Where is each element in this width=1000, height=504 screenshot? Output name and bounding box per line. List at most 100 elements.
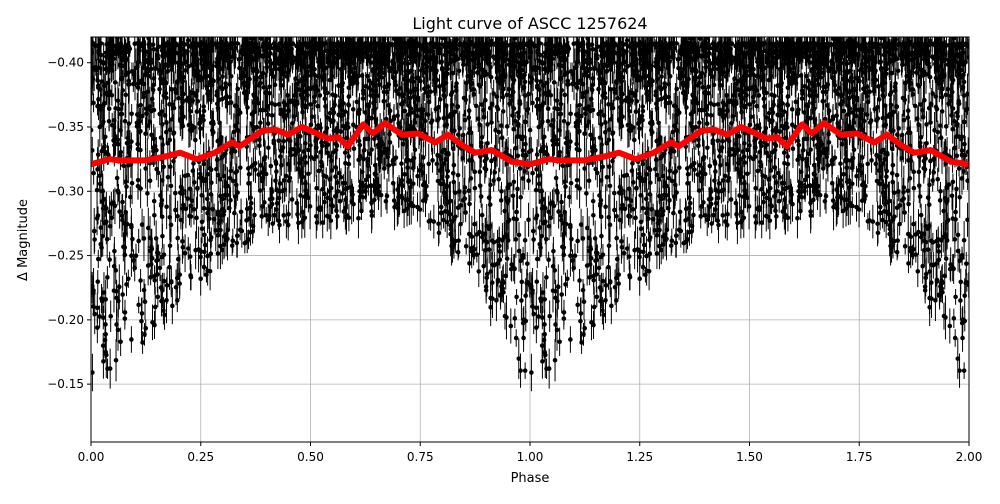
data-point	[759, 164, 764, 169]
data-point	[120, 292, 125, 297]
data-point	[540, 206, 545, 211]
data-point	[844, 165, 849, 170]
data-point	[100, 189, 105, 194]
data-point	[598, 203, 603, 208]
data-point	[175, 276, 180, 281]
data-point	[505, 124, 510, 129]
data-point	[637, 255, 642, 260]
data-point	[158, 266, 163, 271]
data-point	[157, 87, 162, 92]
data-point	[773, 208, 778, 213]
data-point	[559, 292, 564, 297]
data-point	[412, 156, 417, 161]
data-point	[865, 162, 870, 167]
data-point	[271, 141, 276, 146]
data-point	[292, 147, 297, 152]
data-point	[878, 210, 883, 215]
data-point	[858, 68, 863, 73]
data-point	[124, 282, 129, 287]
data-point	[168, 164, 173, 169]
data-point	[150, 97, 155, 102]
data-point	[413, 147, 418, 152]
data-point	[544, 152, 549, 157]
data-point	[136, 303, 141, 308]
data-point	[419, 68, 424, 73]
data-point	[654, 158, 659, 163]
data-point	[145, 191, 150, 196]
data-point	[670, 238, 675, 243]
data-point	[509, 324, 514, 329]
data-point	[713, 207, 718, 212]
data-point	[129, 225, 134, 230]
data-point	[636, 121, 641, 126]
data-point	[320, 164, 325, 169]
data-point	[875, 221, 880, 226]
data-point	[851, 156, 856, 161]
data-point	[105, 237, 110, 242]
data-point	[401, 142, 406, 147]
data-point	[282, 178, 287, 183]
data-point	[556, 209, 561, 214]
data-point	[569, 181, 574, 186]
data-point	[443, 209, 448, 214]
data-point	[177, 281, 182, 286]
data-point	[568, 139, 573, 144]
data-point	[958, 280, 963, 285]
data-point	[452, 163, 457, 168]
data-point	[202, 206, 207, 211]
data-point	[895, 173, 900, 178]
data-point	[584, 191, 589, 196]
data-point	[130, 181, 135, 186]
data-point	[582, 132, 587, 137]
data-point	[657, 194, 662, 199]
data-point	[575, 239, 580, 244]
data-point	[175, 236, 180, 241]
data-point	[906, 202, 911, 207]
data-point	[597, 266, 602, 271]
data-point	[795, 216, 800, 221]
data-point	[356, 216, 361, 221]
data-point	[581, 288, 586, 293]
data-point	[375, 93, 380, 98]
data-point	[511, 194, 516, 199]
data-point	[497, 130, 502, 135]
data-point	[745, 171, 750, 176]
data-point	[439, 210, 444, 215]
data-point	[577, 148, 582, 153]
data-point	[615, 96, 620, 101]
data-point	[850, 204, 855, 209]
data-point	[129, 139, 134, 144]
data-point	[614, 214, 619, 219]
data-point	[322, 192, 327, 197]
data-point	[710, 141, 715, 146]
data-point	[614, 276, 619, 281]
data-point	[426, 162, 431, 167]
data-point	[320, 144, 325, 149]
data-point	[230, 243, 235, 248]
data-point	[436, 221, 441, 226]
data-point	[924, 122, 929, 127]
data-point	[890, 171, 895, 176]
data-point	[129, 337, 134, 342]
data-point	[519, 280, 524, 285]
data-point	[129, 111, 134, 116]
data-point	[767, 118, 772, 123]
data-point	[117, 209, 122, 214]
data-point	[402, 172, 407, 177]
data-point	[127, 121, 132, 126]
data-point	[557, 339, 562, 344]
data-point	[456, 173, 461, 178]
data-point	[944, 93, 949, 98]
data-point	[553, 358, 558, 363]
data-point	[467, 202, 472, 207]
data-point	[589, 97, 594, 102]
data-point	[563, 184, 568, 189]
data-point	[143, 299, 148, 304]
data-point	[859, 164, 864, 169]
data-point	[539, 189, 544, 194]
data-point	[216, 209, 221, 214]
data-point	[202, 265, 207, 270]
data-point	[633, 216, 638, 221]
data-point	[891, 163, 896, 168]
data-point	[405, 165, 410, 170]
